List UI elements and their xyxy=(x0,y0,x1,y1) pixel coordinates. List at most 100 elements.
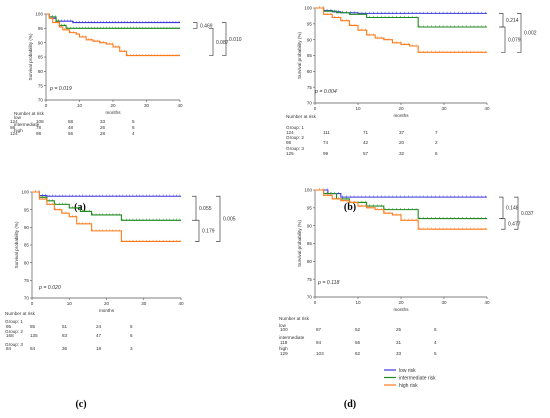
risk-value: 78 xyxy=(36,125,42,130)
risk-value: 129 xyxy=(280,351,288,356)
x-tick-label: 40 xyxy=(178,301,184,306)
x-tick-label: 20 xyxy=(398,106,404,111)
risk-value: 108 xyxy=(36,119,44,124)
comparison-bracket xyxy=(195,219,200,242)
x-tick-label: 0 xyxy=(45,103,48,108)
risk-value: 52 xyxy=(355,327,361,332)
risk-value: 84 xyxy=(30,346,36,351)
y-tick-label: 100 xyxy=(21,190,29,195)
y-axis-label: Survival probability (%) xyxy=(28,33,33,80)
y-tick-label: 70 xyxy=(24,296,30,301)
bracket-p-label: 0.477 xyxy=(508,222,521,228)
y-tick-label: 85 xyxy=(24,243,30,248)
risk-value: 6 xyxy=(435,151,438,156)
risk-row-label: intermediate xyxy=(279,335,305,340)
risk-value: 125 xyxy=(286,151,294,156)
risk-value: 6 xyxy=(132,125,135,130)
risk-value: 5 xyxy=(132,119,135,124)
y-tick-label: 80 xyxy=(307,259,313,264)
bracket-p-label: 0.010 xyxy=(229,37,242,43)
x-tick-label: 30 xyxy=(441,106,447,111)
p-value: p = 0.020 xyxy=(38,285,61,291)
risk-value: 6 xyxy=(434,327,437,332)
y-tick-label: 100 xyxy=(304,188,312,193)
risk-value: 124 xyxy=(286,130,294,135)
y-tick-label: 75 xyxy=(307,277,313,282)
y-axis-label: Survival probability (%) xyxy=(14,221,19,268)
risk-value: 98 xyxy=(286,140,292,145)
risk-value: 33 xyxy=(100,119,106,124)
risk-row-label: low xyxy=(14,115,22,120)
x-tick-label: 20 xyxy=(110,103,116,108)
legend-label-low: low risk xyxy=(399,368,416,374)
risk-value: 98 xyxy=(36,131,42,136)
risk-value: 24 xyxy=(96,324,102,329)
risk-value: 31 xyxy=(396,340,402,345)
risk-row-label: Group: 1 xyxy=(286,125,304,130)
risk-value: 5 xyxy=(434,351,437,356)
bracket-p-label: 0.079 xyxy=(508,37,521,43)
panel-label: (d) xyxy=(344,399,356,410)
y-tick-label: 85 xyxy=(307,53,313,58)
risk-value: 3 xyxy=(130,346,133,351)
legend-label-intermediate: intermediate risk xyxy=(399,376,436,382)
x-tick-label: 10 xyxy=(355,300,361,305)
risk-value: 118 xyxy=(280,340,288,345)
risk-value: 4 xyxy=(132,131,135,136)
comparison-bracket xyxy=(193,22,198,29)
comparison-bracket xyxy=(499,196,504,219)
y-tick-label: 90 xyxy=(24,225,30,230)
y-axis-label: Survival probability (%) xyxy=(297,32,302,79)
risk-row-label: high xyxy=(279,346,288,351)
risk-value: 100 xyxy=(280,327,288,332)
risk-value: 83 xyxy=(62,333,68,338)
risk-value: 42 xyxy=(363,140,369,145)
risk-row-label: Group: 2 xyxy=(5,329,23,334)
comparison-bracket xyxy=(501,26,506,53)
risk-value: 28 xyxy=(100,131,106,136)
y-tick-label: 95 xyxy=(38,26,44,31)
risk-value: 56 xyxy=(355,340,361,345)
risk-value: 87 xyxy=(316,327,322,332)
series-line-intermediate xyxy=(32,191,181,221)
comparison-bracket xyxy=(514,196,519,230)
bracket-p-label: 0.002 xyxy=(524,31,537,37)
y-tick-label: 95 xyxy=(24,207,30,212)
x-tick-label: 10 xyxy=(355,106,361,111)
x-tick-label: 20 xyxy=(398,300,404,305)
panel-4: 70 75 80 85 90 95 100 0 10 20 30 40 months Survival p… xyxy=(279,188,534,410)
risk-value: 94 xyxy=(316,340,322,345)
bracket-p-label: 0.037 xyxy=(521,211,534,217)
panel-label: (b) xyxy=(344,202,356,213)
risk-value: 168 xyxy=(6,333,14,338)
risk-value: 4 xyxy=(434,340,437,345)
y-tick-label: 80 xyxy=(38,69,44,74)
bracket-p-label: 0.055 xyxy=(199,206,212,212)
comparison-bracket xyxy=(517,13,522,53)
x-axis-label: months xyxy=(99,308,115,313)
p-value: p = 0.019 xyxy=(49,86,72,92)
risk-value: 88 xyxy=(68,119,74,124)
risk-value: 2 xyxy=(435,140,438,145)
comparison-bracket xyxy=(501,218,506,230)
risk-value: 7 xyxy=(435,130,438,135)
y-tick-label: 85 xyxy=(307,241,313,246)
bracket-p-label: 0.087 xyxy=(216,40,229,46)
series-line-low xyxy=(315,189,487,198)
risk-value: 20 xyxy=(399,140,405,145)
risk-value: 33 xyxy=(396,351,402,356)
risk-value: 95 xyxy=(6,324,12,329)
x-tick-label: 30 xyxy=(144,103,150,108)
risk-table-title: Number at risk xyxy=(14,111,45,116)
risk-row-label: Group: 2 xyxy=(286,135,304,140)
x-tick-label: 30 xyxy=(441,300,447,305)
risk-value: 74 xyxy=(323,140,329,145)
bracket-p-label: 0.179 xyxy=(202,229,215,235)
risk-value: 111 xyxy=(323,130,330,135)
panel-3: 70 75 80 85 90 95 100 0 10 20 30 40 months Survival p… xyxy=(5,190,236,410)
risk-value: 36 xyxy=(62,346,68,351)
x-tick-label: 30 xyxy=(141,301,147,306)
risk-value: 71 xyxy=(363,130,369,135)
